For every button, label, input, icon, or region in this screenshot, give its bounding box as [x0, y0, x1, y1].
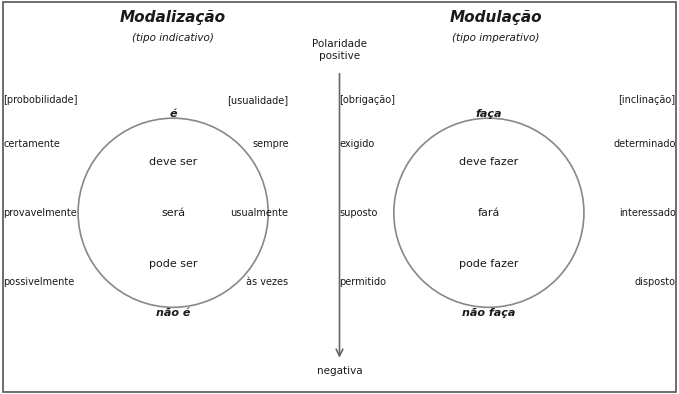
Text: [inclinação]: [inclinação]	[619, 95, 676, 106]
Text: suposto: suposto	[340, 208, 378, 218]
Text: não é: não é	[156, 308, 190, 318]
Text: sempre: sempre	[252, 139, 289, 149]
Text: provavelmente: provavelmente	[3, 208, 77, 218]
Text: usualmente: usualmente	[231, 208, 289, 218]
Text: interessado: interessado	[619, 208, 676, 218]
Text: negativa: negativa	[316, 366, 363, 376]
Text: será: será	[161, 208, 185, 218]
Text: não faça: não faça	[462, 308, 515, 318]
Text: certamente: certamente	[3, 139, 60, 149]
Text: faça: faça	[475, 109, 502, 119]
Text: determinado: determinado	[613, 139, 676, 149]
Text: (tipo indicativo): (tipo indicativo)	[132, 33, 214, 43]
Text: fará: fará	[478, 208, 500, 218]
Text: Modalização: Modalização	[120, 10, 226, 25]
Text: deve fazer: deve fazer	[459, 156, 519, 167]
Text: às vezes: às vezes	[246, 277, 289, 287]
Text: [probobilidade]: [probobilidade]	[3, 95, 78, 106]
Text: [usualidade]: [usualidade]	[227, 95, 289, 106]
Text: exigido: exigido	[340, 139, 375, 149]
Text: Polaridade
positive: Polaridade positive	[312, 39, 367, 61]
Text: pode ser: pode ser	[149, 259, 198, 269]
Text: Modulação: Modulação	[449, 10, 542, 25]
Text: pode fazer: pode fazer	[459, 259, 519, 269]
Text: (tipo imperativo): (tipo imperativo)	[452, 33, 539, 43]
Text: disposto: disposto	[635, 277, 676, 287]
Text: permitido: permitido	[340, 277, 386, 287]
Text: possivelmente: possivelmente	[3, 277, 75, 287]
Text: deve ser: deve ser	[149, 156, 198, 167]
Text: [obrigação]: [obrigação]	[340, 95, 395, 106]
Text: é: é	[169, 109, 177, 119]
